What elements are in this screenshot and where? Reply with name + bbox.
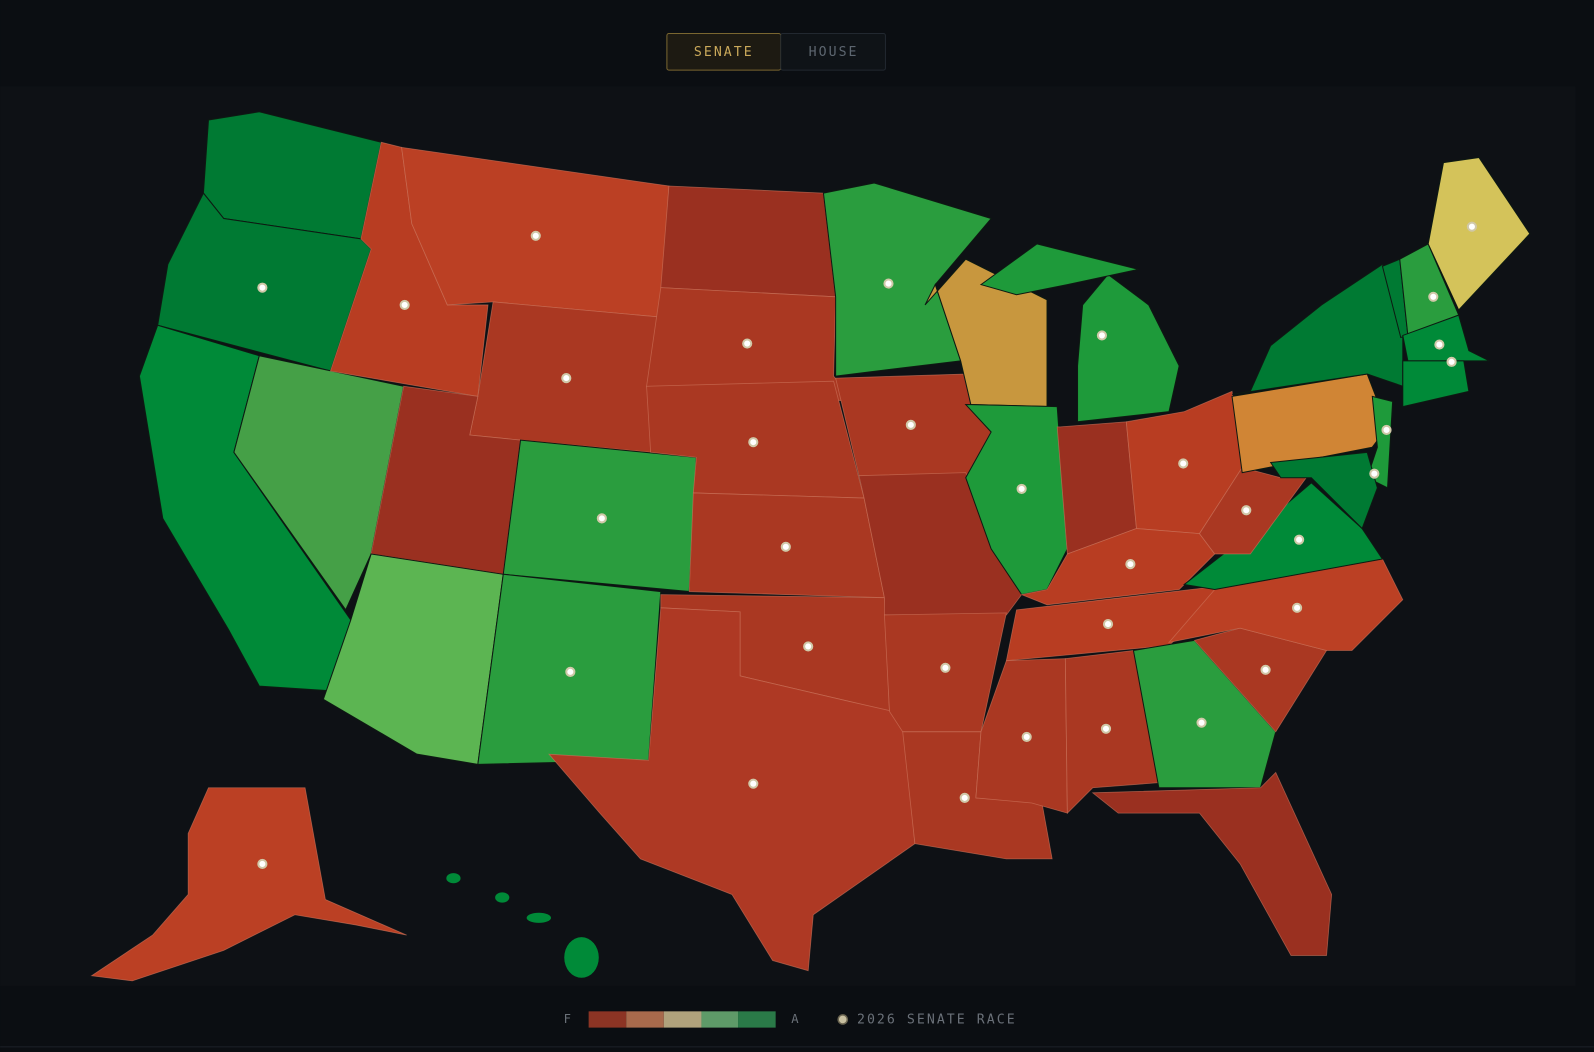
legend-swatch <box>738 1011 776 1028</box>
race-dot[interactable] <box>1291 602 1303 613</box>
race-dot[interactable] <box>1466 221 1477 232</box>
island <box>446 873 461 884</box>
race-dot[interactable] <box>1196 717 1207 728</box>
state[interactable] <box>979 243 1139 296</box>
state[interactable] <box>1366 395 1394 489</box>
legend-high: A <box>791 1012 800 1026</box>
island <box>526 912 552 923</box>
state[interactable] <box>660 185 837 298</box>
race-dot[interactable] <box>1434 339 1445 350</box>
race-dot[interactable] <box>530 230 541 241</box>
tab[interactable] <box>780 33 886 71</box>
race-dot[interactable] <box>1100 723 1112 734</box>
state[interactable] <box>1427 156 1531 311</box>
race-dot[interactable] <box>1241 505 1252 516</box>
state[interactable] <box>564 937 599 978</box>
state[interactable] <box>1132 639 1277 789</box>
race-dot[interactable] <box>748 437 759 448</box>
state[interactable] <box>1064 650 1160 815</box>
race-dot[interactable] <box>1446 356 1457 367</box>
legend-swatch <box>701 1011 739 1028</box>
race-dot[interactable] <box>742 338 753 349</box>
race-dot[interactable] <box>883 278 894 289</box>
race-dot[interactable] <box>959 792 970 803</box>
state[interactable] <box>233 355 405 611</box>
legend-low: F <box>564 1012 573 1026</box>
race-dot[interactable] <box>940 662 951 673</box>
race-dot[interactable] <box>257 858 268 870</box>
race-dot[interactable] <box>1178 458 1189 469</box>
race-dot[interactable] <box>1294 534 1305 545</box>
state[interactable] <box>1269 451 1378 530</box>
race-dot[interactable] <box>1260 664 1271 675</box>
state[interactable] <box>90 787 407 982</box>
race-dot[interactable] <box>1125 559 1136 570</box>
us-map <box>90 111 1531 982</box>
legend-race: 2026 SENATE RACE <box>857 1012 1017 1027</box>
state[interactable] <box>1020 528 1216 606</box>
legend-swatch <box>588 1011 627 1028</box>
legend-swatch <box>663 1011 702 1028</box>
race-dot[interactable] <box>748 778 759 789</box>
state[interactable] <box>1091 771 1333 956</box>
race-dot[interactable] <box>1021 731 1032 742</box>
chamber-toggle: SENATE HOUSE <box>666 33 886 71</box>
race-dot[interactable] <box>596 513 607 524</box>
race-dot[interactable] <box>561 373 572 384</box>
tab-label[interactable]: HOUSE <box>809 45 859 60</box>
race-dot[interactable] <box>257 282 268 293</box>
race-dot[interactable] <box>905 419 916 430</box>
race-dot[interactable] <box>1096 330 1108 341</box>
tab-label[interactable]: SENATE <box>694 45 754 60</box>
race-dot[interactable] <box>1016 483 1027 494</box>
race-dot[interactable] <box>780 541 791 552</box>
race-dot[interactable] <box>565 666 576 677</box>
race-dot[interactable] <box>1102 619 1114 630</box>
state[interactable] <box>548 607 916 972</box>
legend-dot <box>837 1014 849 1025</box>
race-dot[interactable] <box>1428 291 1439 302</box>
race-dot[interactable] <box>803 641 814 652</box>
race-dot[interactable] <box>1369 468 1380 479</box>
legend: F A 2026 SENATE RACE <box>564 1011 1017 1028</box>
state[interactable] <box>1402 314 1490 362</box>
legend-swatch <box>626 1011 664 1028</box>
state[interactable] <box>1402 360 1470 408</box>
race-dot[interactable] <box>399 299 410 311</box>
race-dot[interactable] <box>1381 424 1392 436</box>
island <box>495 892 510 903</box>
race-markers <box>257 221 1477 870</box>
state[interactable] <box>1077 273 1180 423</box>
